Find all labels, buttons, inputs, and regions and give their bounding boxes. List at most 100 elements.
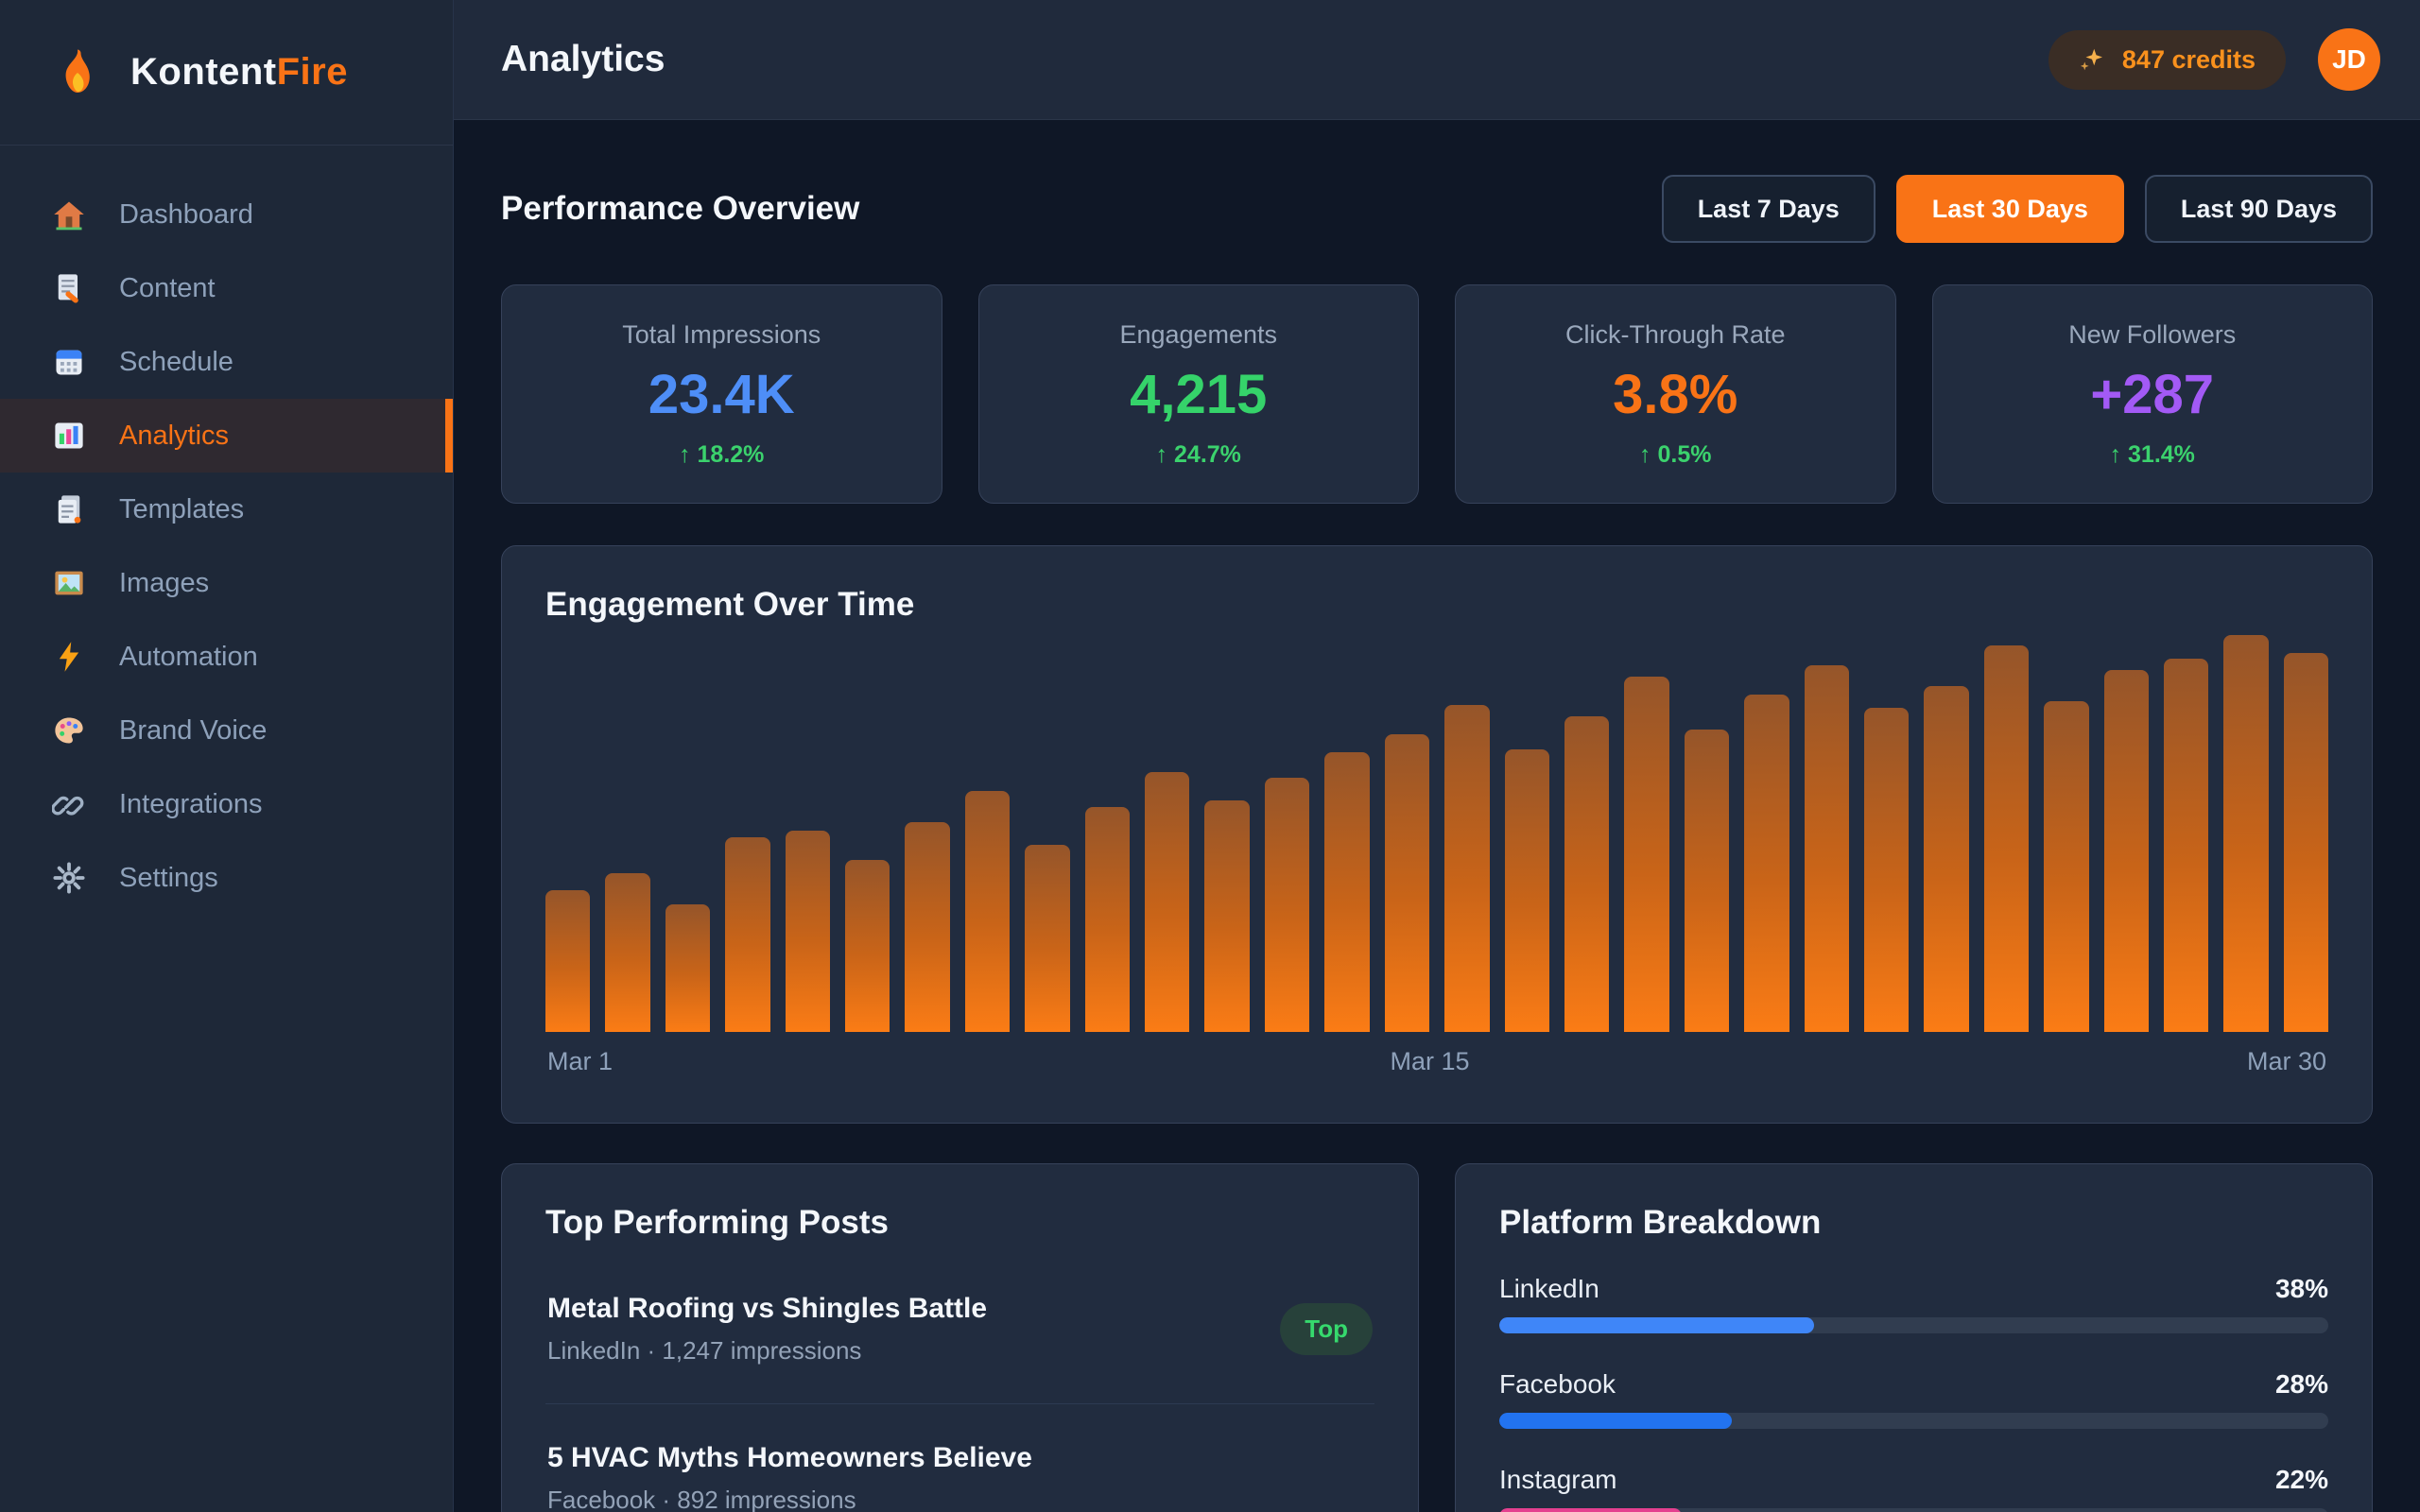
post-meta: LinkedIn · 1,247 impressions <box>547 1336 862 1365</box>
filter-button-last-90-days[interactable]: Last 90 Days <box>2144 175 2373 243</box>
stat-trend: ↑ 24.7% <box>1155 440 1241 468</box>
platform-breakdown-card: Platform Breakdown LinkedIn 38% Facebook 28… <box>1455 1163 2373 1512</box>
sidebar-item-label: Settings <box>119 862 218 893</box>
chart-bar-mar-25 <box>1983 644 2030 1032</box>
sidebar-item-templates[interactable]: Templates <box>0 472 453 546</box>
sidebar-nav: Dashboard Content Schedule Analytics Templat… <box>0 146 453 947</box>
stat-label: New Followers <box>2068 319 2237 349</box>
sidebar-item-label: Analytics <box>119 420 230 451</box>
bar-chart <box>545 635 2329 1032</box>
chart-bar-mar-5 <box>785 830 831 1032</box>
chart-bar-mar-1 <box>545 889 591 1032</box>
post-title: 5 HVAC Myths Homeowners Believe <box>547 1442 1032 1473</box>
platform-head: LinkedIn 38% <box>1499 1274 2328 1304</box>
sidebar-item-label: Integrations <box>119 788 263 819</box>
credits-label: 847 credits <box>2121 44 2256 74</box>
chart-bar-mar-26 <box>2044 701 2089 1032</box>
platform-progress-track <box>1499 1508 2328 1512</box>
engagement-chart-card: Engagement Over Time Mar 1 Mar 15 Mar 30 <box>501 545 2373 1124</box>
sidebar-item-label: Brand Voice <box>119 714 268 746</box>
settings-icon <box>51 860 87 896</box>
platform-progress-track <box>1499 1317 2328 1333</box>
sidebar-item-analytics[interactable]: Analytics <box>0 399 453 472</box>
chart-bar-mar-22 <box>1804 664 1849 1032</box>
platform-progress-fill <box>1499 1508 1682 1512</box>
chart-bar-mar-15 <box>1384 734 1430 1032</box>
chart-bar-mar-2 <box>605 873 650 1032</box>
chart-bar-mar-8 <box>964 790 1011 1032</box>
chart-bar-mar-18 <box>1564 715 1610 1032</box>
post-row[interactable]: Metal Roofing vs Shingles Battle LinkedIn… <box>545 1255 1374 1404</box>
topbar: Analytics 847 credits JD <box>454 0 2420 120</box>
x-tick-label: Mar 30 <box>2246 1047 2326 1075</box>
avatar[interactable]: JD <box>2318 28 2380 91</box>
stat-card-new-followers: New Followers +287 ↑ 31.4% <box>1931 284 2373 504</box>
sidebar-item-label: Automation <box>119 641 258 672</box>
platform-list: LinkedIn38%Facebook28%Instagram22%Twitte… <box>1499 1274 2328 1512</box>
page-title: Analytics <box>501 39 666 79</box>
post-info: 5 HVAC Myths Homeowners Believe Facebook … <box>547 1442 1032 1512</box>
chart-x-axis: Mar 1 Mar 15 Mar 30 <box>545 1032 2328 1076</box>
chart-bar-mar-12 <box>1204 800 1250 1032</box>
chart-bar-mar-11 <box>1145 772 1190 1032</box>
post-row[interactable]: 5 HVAC Myths Homeowners Believe Facebook … <box>545 1404 1374 1512</box>
sidebar-item-label: Templates <box>119 493 245 524</box>
top-posts-title: Top Performing Posts <box>545 1204 889 1241</box>
post-title: Metal Roofing vs Shingles Battle <box>547 1293 988 1324</box>
sidebar-item-label: Content <box>119 272 216 303</box>
sidebar-item-brand-voice[interactable]: Brand Voice <box>0 694 453 767</box>
sidebar-item-automation[interactable]: Automation <box>0 620 453 694</box>
chart-bar-mar-10 <box>1084 807 1131 1032</box>
chart-bar-mar-9 <box>1025 845 1070 1032</box>
sidebar-item-images[interactable]: Images <box>0 546 453 620</box>
platform-row-instagram: Instagram 22% <box>1499 1465 2328 1512</box>
filter-button-last-30-days[interactable]: Last 30 Days <box>1895 175 2124 243</box>
sidebar-item-settings[interactable]: Settings <box>0 841 453 915</box>
home-icon <box>51 197 87 232</box>
chart-bar-mar-21 <box>1744 695 1789 1032</box>
sidebar-item-integrations[interactable]: Integrations <box>0 767 453 841</box>
sidebar-item-schedule[interactable]: Schedule <box>0 325 453 399</box>
platform-percentage: 38% <box>2274 1274 2328 1303</box>
sidebar-item-content[interactable]: Content <box>0 251 453 325</box>
sidebar-item-dashboard[interactable]: Dashboard <box>0 178 453 251</box>
stat-cards: Total Impressions 23.4K ↑ 18.2% Engagements… <box>501 284 2373 504</box>
overview-header: Performance Overview Last 7 Days Last 30 … <box>501 175 2373 243</box>
schedule-icon <box>51 344 87 380</box>
chart-bar-mar-20 <box>1684 729 1730 1032</box>
chart-bar-mar-7 <box>905 821 950 1032</box>
topbar-actions: 847 credits JD <box>2048 28 2380 91</box>
platform-label: LinkedIn <box>1499 1274 1599 1303</box>
platform-label: Instagram <box>1499 1465 1617 1494</box>
top-post-badge: Top <box>1280 1303 1373 1355</box>
chart-bar-mar-14 <box>1324 752 1370 1032</box>
brand-name: KontentFire <box>130 51 348 93</box>
chart-bar-mar-17 <box>1504 748 1549 1032</box>
platform-head: Instagram 22% <box>1499 1465 2328 1495</box>
stat-card-engagements: Engagements 4,215 ↑ 24.7% <box>977 284 1419 504</box>
templates-icon <box>51 491 87 527</box>
platform-row-linkedin: LinkedIn 38% <box>1499 1274 2328 1333</box>
chart-bar-mar-28 <box>2163 658 2209 1032</box>
chart-bar-mar-3 <box>665 904 711 1032</box>
credits-badge[interactable]: 847 credits <box>2048 29 2286 90</box>
chart-bar-mar-27 <box>2103 669 2149 1032</box>
chart-bar-mar-29 <box>2223 635 2269 1032</box>
filter-button-last-7-days[interactable]: Last 7 Days <box>1661 175 1876 243</box>
platform-row-facebook: Facebook 28% <box>1499 1369 2328 1429</box>
platform-progress-fill <box>1499 1413 1732 1429</box>
stat-trend: ↑ 18.2% <box>679 440 765 468</box>
chart-bar-mar-16 <box>1444 704 1490 1032</box>
stat-card-total-impressions: Total Impressions 23.4K ↑ 18.2% <box>501 284 942 504</box>
integrations-icon <box>51 786 87 822</box>
sidebar: KontentFire Dashboard Content Schedule Anal… <box>0 0 454 1512</box>
brand-logo: KontentFire <box>0 0 453 146</box>
chart-bar-mar-19 <box>1624 676 1669 1032</box>
stat-value: 3.8% <box>1613 363 1738 425</box>
main-area: Analytics 847 credits JD Performance Ove… <box>454 0 2420 1512</box>
chart-bar-mar-13 <box>1264 777 1310 1032</box>
date-range-filters: Last 7 Days Last 30 Days Last 90 Days <box>1661 175 2373 243</box>
chart-bar-mar-24 <box>1924 686 1969 1032</box>
images-icon <box>51 565 87 601</box>
